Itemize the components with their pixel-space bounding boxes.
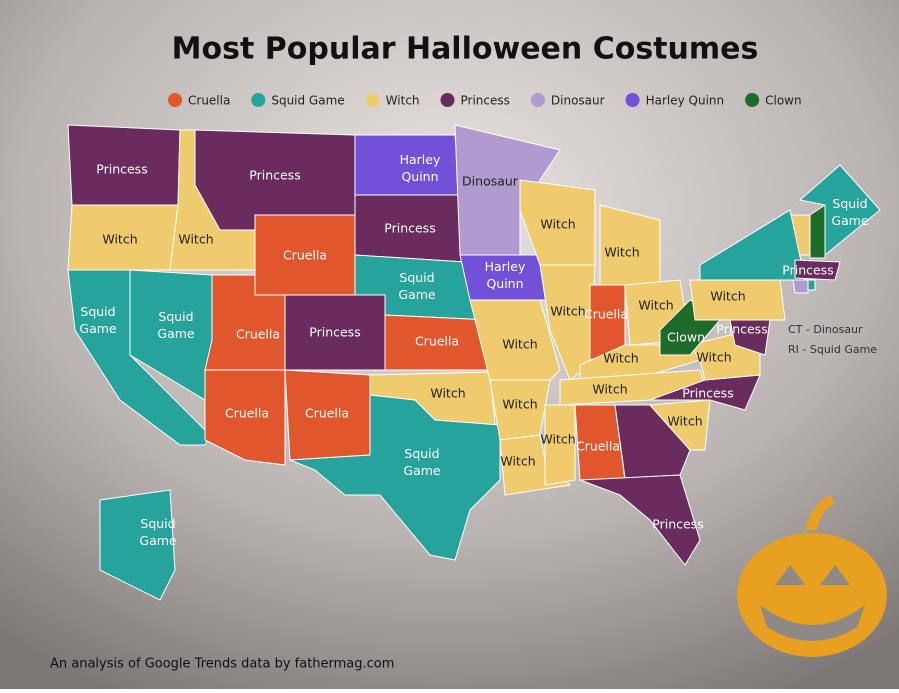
state-label: Princess <box>96 162 147 177</box>
legend-swatch <box>440 93 455 107</box>
annotation: RI - Squid Game <box>788 343 877 356</box>
state <box>794 259 841 281</box>
state <box>579 474 701 566</box>
legend-label: Harley Quinn <box>646 94 725 108</box>
state-nh <box>809 204 826 259</box>
legend-label: Witch <box>386 94 420 108</box>
state <box>649 374 761 411</box>
state-label: Squid Game <box>398 270 436 302</box>
legend-swatch <box>625 93 640 107</box>
state <box>289 394 501 561</box>
state-label: Squid Game <box>139 516 177 548</box>
state-label: Squid Game <box>157 309 195 341</box>
state-label: Witch <box>502 337 537 352</box>
state-label: Princess <box>716 322 767 337</box>
state <box>648 399 711 451</box>
state-ri <box>807 279 816 291</box>
state-label: Witch <box>430 386 465 401</box>
legend-label: Clown <box>765 94 801 108</box>
state-label: Squid Game <box>403 446 441 478</box>
legend-swatch <box>745 93 760 107</box>
state-label: Princess <box>782 263 833 278</box>
state <box>469 299 561 381</box>
state <box>614 404 691 479</box>
state-label: Squid Game <box>831 196 869 228</box>
state-label: Cruella <box>584 307 628 322</box>
state-label: Witch <box>696 350 731 365</box>
state-label: Cruella <box>236 327 280 342</box>
title: Most Popular Halloween Costumes <box>172 32 759 67</box>
legend-swatch <box>168 93 182 107</box>
state-label: Witch <box>550 304 585 319</box>
state-label: Cruella <box>283 248 327 263</box>
state-label: Dinosaur <box>462 174 519 189</box>
state-label: Witch <box>178 232 213 247</box>
state-label: Witch <box>540 217 575 232</box>
legend-label: Cruella <box>188 94 230 108</box>
legend-swatch <box>365 93 380 107</box>
state-labels: Princess Witch Squid Game Squid Game Witch Prin… <box>79 152 869 548</box>
state-label: Witch <box>102 232 137 247</box>
state <box>699 209 806 281</box>
state <box>544 404 576 486</box>
state <box>99 489 176 601</box>
state-label: Witch <box>540 432 575 447</box>
state <box>729 319 771 356</box>
state-label: Witch <box>638 298 673 313</box>
state-label: Witch <box>500 454 535 469</box>
state-ct <box>792 279 809 294</box>
state-label: Witch <box>502 397 537 412</box>
state-label: Squid Game <box>79 304 117 336</box>
states <box>67 124 881 601</box>
state <box>204 369 286 466</box>
state-label: Witch <box>604 245 639 260</box>
legend-swatch <box>530 93 545 107</box>
state <box>798 164 881 257</box>
legend-label: Dinosaur <box>551 94 605 108</box>
state-label: Princess <box>652 517 703 532</box>
legend-label: Princess <box>461 94 510 108</box>
annotation: CT - Dinosaur <box>788 323 863 336</box>
legend-label: Squid Game <box>271 94 344 108</box>
state-label: Cruella <box>415 334 459 349</box>
state-label: Harley Quinn <box>400 152 441 184</box>
source: An analysis of Google Trends data by fat… <box>50 657 394 672</box>
pumpkin <box>737 495 887 657</box>
state-label: Princess <box>384 221 435 236</box>
state-label: Harley Quinn <box>485 259 526 291</box>
state-label: Princess <box>309 325 360 340</box>
state-label: Witch <box>667 414 702 429</box>
state-label: Witch <box>592 382 627 397</box>
state-label: Cruella <box>225 406 269 421</box>
state-label: Witch <box>603 351 638 366</box>
legend-swatch <box>251 93 266 107</box>
state-label: Clown <box>667 330 705 345</box>
state-label: Princess <box>682 386 733 401</box>
legend: Cruella Squid Game Witch Princess Dinosaur Ha… <box>168 93 802 108</box>
state-label: Witch <box>710 289 745 304</box>
state <box>454 124 561 256</box>
state-label: Princess <box>249 168 300 183</box>
state-label: Cruella <box>576 439 620 454</box>
state-label: Cruella <box>305 406 349 421</box>
